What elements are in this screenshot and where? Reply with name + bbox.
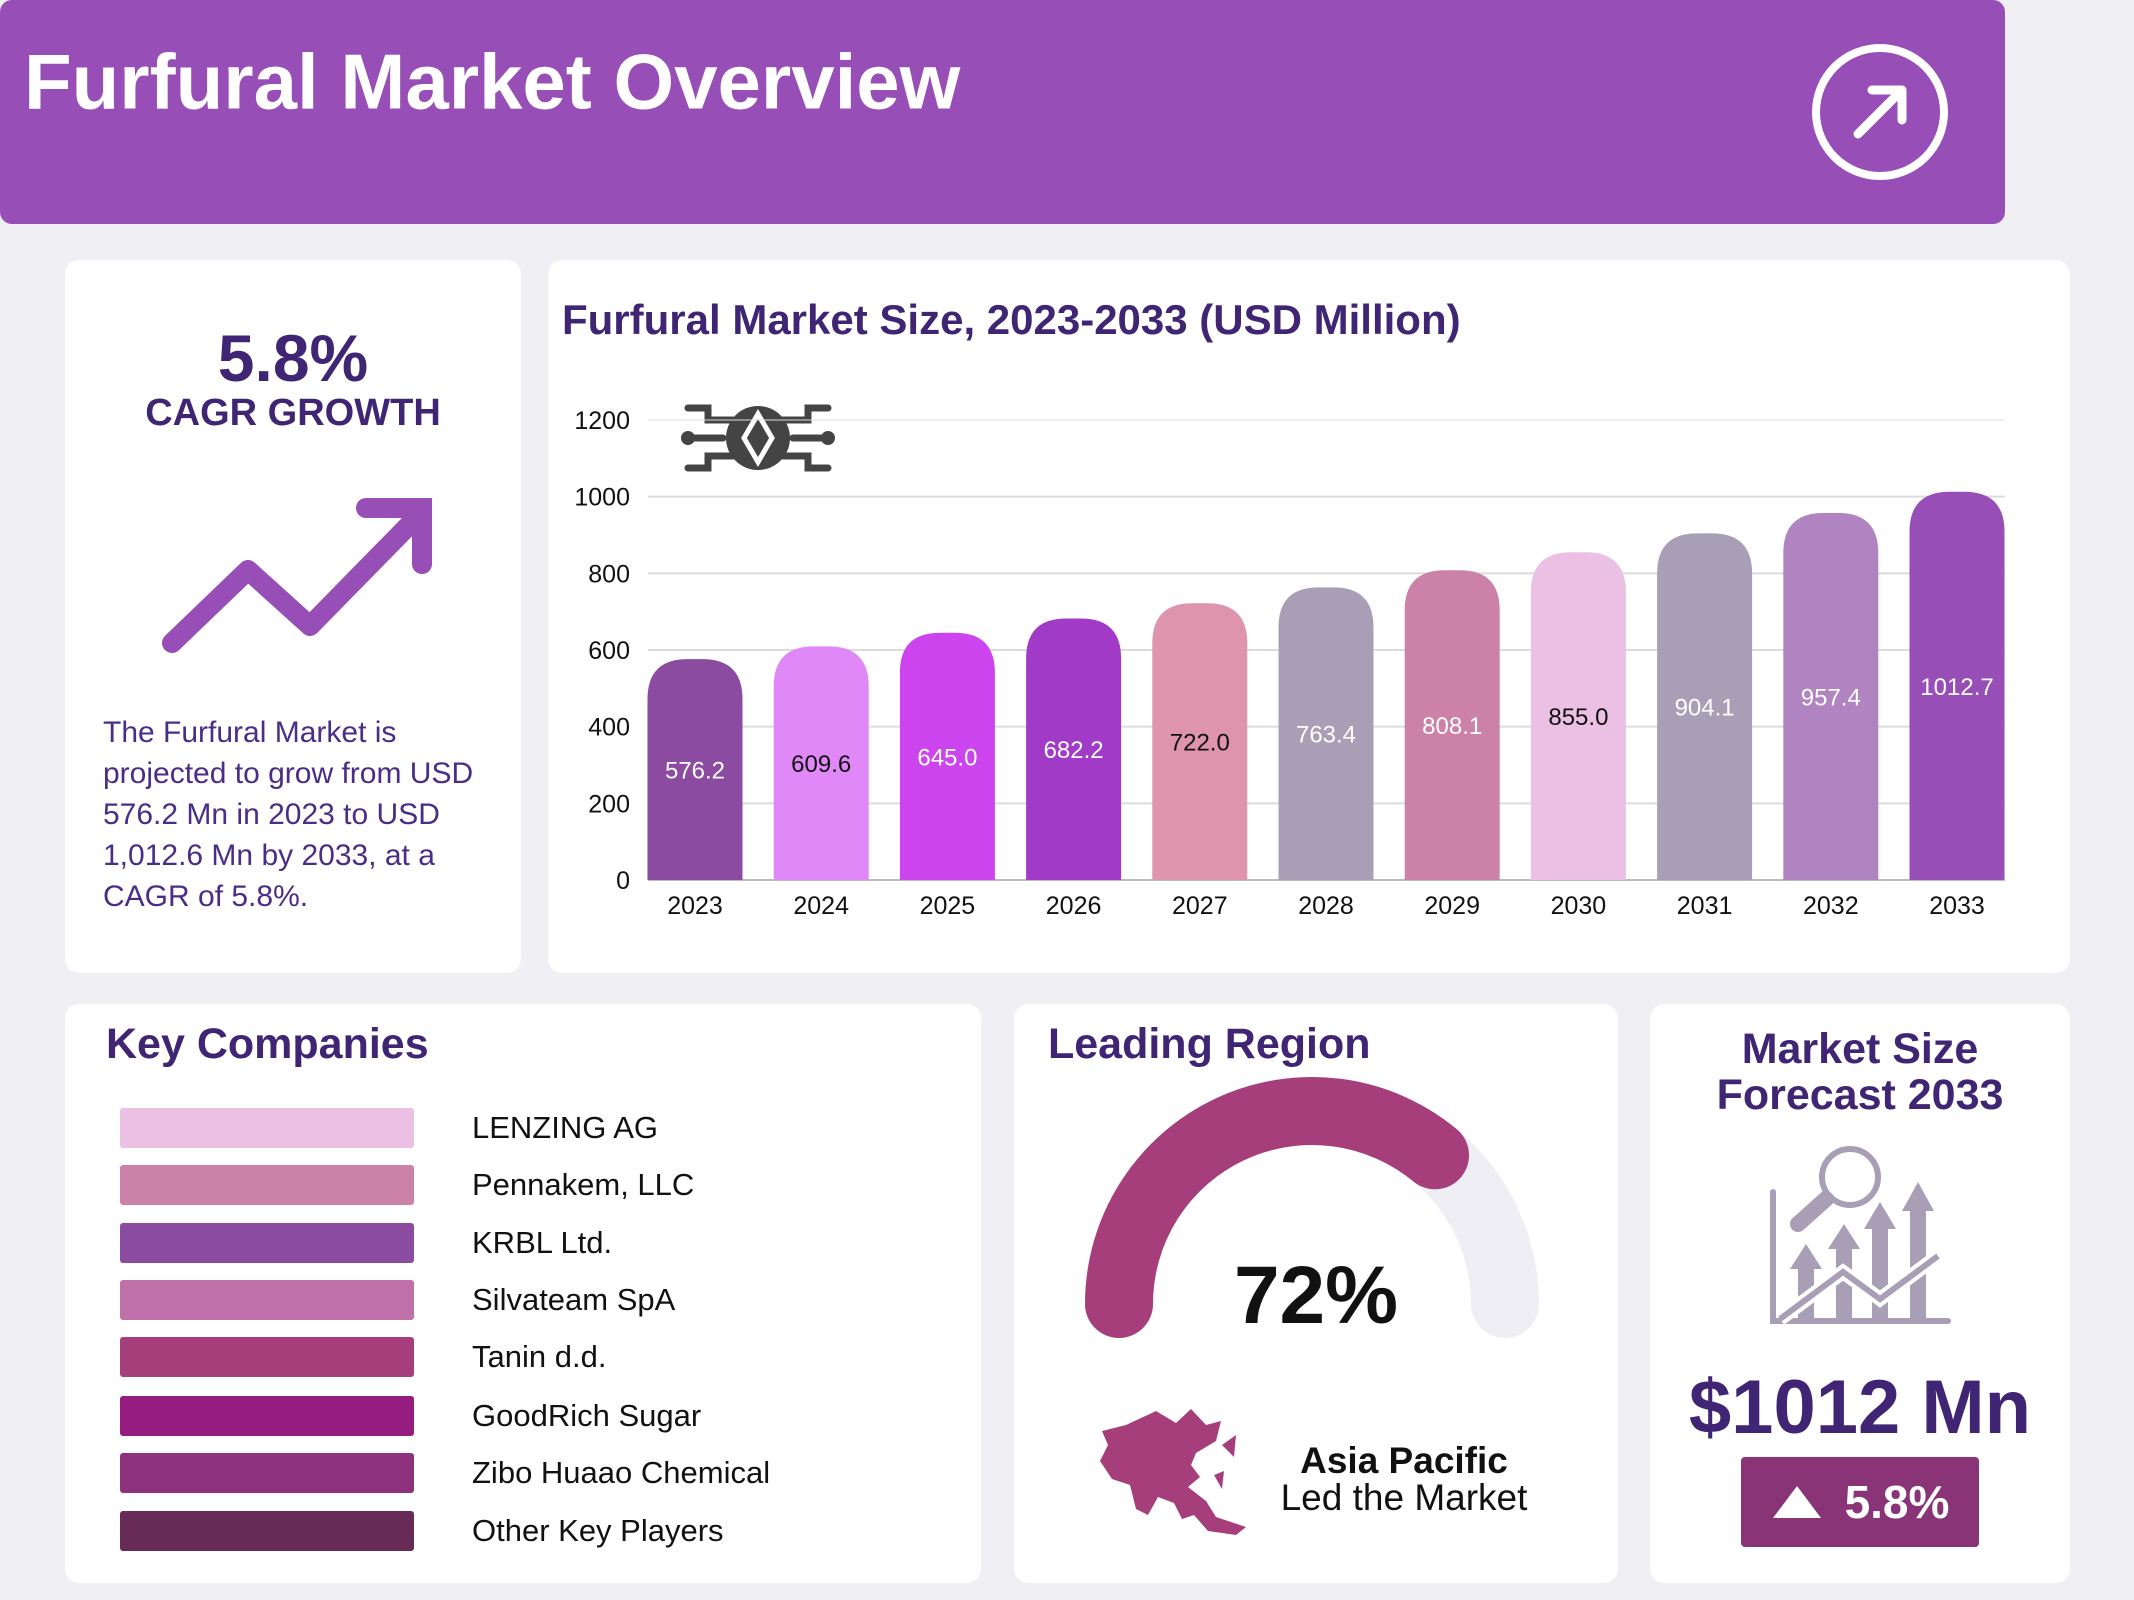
bar-2023 xyxy=(647,659,743,880)
x-tick-label: 2032 xyxy=(1803,892,1859,920)
bar-2028 xyxy=(1278,587,1374,880)
leading-region-title: Leading Region xyxy=(1048,1020,1371,1068)
company-color-swatch xyxy=(120,1511,414,1551)
region-subtitle: Led the Market xyxy=(1280,1477,1528,1518)
y-tick-label: 400 xyxy=(588,714,630,742)
x-tick-label: 2025 xyxy=(920,892,976,920)
bar-data-label: 722.0 xyxy=(1170,730,1230,757)
bar-2029 xyxy=(1404,570,1500,880)
bar-2033 xyxy=(1909,491,2005,880)
x-tick-label: 2023 xyxy=(667,892,723,920)
bar-data-label: 763.4 xyxy=(1296,722,1356,749)
company-name: LENZING AG xyxy=(472,1110,659,1145)
asia-pacific-map-icon xyxy=(1100,1409,1246,1535)
circuit-chip-icon xyxy=(681,404,835,472)
bar-data-label: 645.0 xyxy=(917,744,977,771)
chart-title: Furfural Market Size, 2023-2033 (USD Mil… xyxy=(562,296,1461,343)
x-tick-label: 2027 xyxy=(1172,892,1228,920)
y-tick-label: 1200 xyxy=(574,407,630,435)
region-name: Asia Pacific xyxy=(1300,1440,1508,1481)
bar-data-label: 576.2 xyxy=(665,758,725,785)
header-banner: Furfural Market Overview xyxy=(0,0,2005,224)
bar-2025 xyxy=(899,632,995,880)
region-share-gauge xyxy=(1085,1077,1539,1338)
bar-data-label: 957.4 xyxy=(1801,684,1861,711)
company-color-swatch xyxy=(120,1453,414,1493)
company-name: KRBL Ltd. xyxy=(472,1225,613,1260)
bar-data-label: 1012.7 xyxy=(1920,674,1993,701)
company-color-swatch xyxy=(120,1165,414,1205)
y-tick-label: 600 xyxy=(588,637,630,665)
key-companies-title: Key Companies xyxy=(106,1020,429,1068)
bar-2032 xyxy=(1783,512,1879,880)
bar-2026 xyxy=(1026,618,1122,880)
forecast-title: Market Size Forecast 2033 xyxy=(1716,1025,2004,1119)
bar-2030 xyxy=(1530,552,1626,880)
bar-data-label: 808.1 xyxy=(1422,713,1482,740)
forecast-card: Market Size Forecast 2033 $1012 Mn 5.8% xyxy=(1650,1004,2070,1583)
bar-data-label: 904.1 xyxy=(1675,695,1735,722)
bar-data-label: 609.6 xyxy=(791,751,851,778)
x-tick-label: 2024 xyxy=(793,892,849,920)
company-color-swatch xyxy=(120,1108,414,1148)
y-tick-label: 800 xyxy=(588,560,630,588)
company-name: Pennakem, LLC xyxy=(472,1167,695,1202)
x-tick-label: 2026 xyxy=(1046,892,1102,920)
x-tick-label: 2031 xyxy=(1677,892,1733,920)
bar-chart: 0 200 400 600 800 1000 1200 576.2 2023 609.6 2024 6… xyxy=(574,407,2005,920)
x-tick-label: 2029 xyxy=(1424,892,1480,920)
gauge-fill xyxy=(1085,1077,1470,1338)
y-tick-label: 1000 xyxy=(574,484,630,512)
trend-up-arrow-icon xyxy=(162,498,432,653)
page-title: Furfural Market Overview xyxy=(24,37,961,126)
key-companies-card: Key Companies LENZING AG Pennakem, LLC KRB… xyxy=(65,1004,981,1583)
company-color-swatch xyxy=(120,1223,414,1263)
bar-2027 xyxy=(1152,603,1248,880)
company-name: Silvateam SpA xyxy=(472,1282,676,1317)
growth-value: 5.8% xyxy=(1844,1476,1950,1528)
company-name: Tanin d.d. xyxy=(472,1339,607,1374)
region-share-percent: 72% xyxy=(1233,1250,1399,1341)
x-tick-label: 2028 xyxy=(1298,892,1354,920)
leading-region-card: Leading Region 72% Asia Pacific Led the … xyxy=(1014,1004,1618,1583)
market-summary-text: The Furfural Market is projected to grow… xyxy=(103,716,474,913)
forecast-value: $1012 Mn xyxy=(1688,1365,2032,1450)
x-tick-label: 2030 xyxy=(1551,892,1607,920)
company-color-swatch xyxy=(120,1280,414,1320)
company-name: Zibo Huaao Chemical xyxy=(472,1455,771,1490)
y-tick-label: 0 xyxy=(616,867,630,895)
bar-data-label: 682.2 xyxy=(1044,737,1104,764)
cagr-label: CAGR GROWTH xyxy=(145,392,441,434)
cagr-card: 5.8% CAGR GROWTH The Furfural Market is … xyxy=(65,260,521,973)
company-name: GoodRich Sugar xyxy=(472,1398,702,1433)
chart-card: Furfural Market Size, 2023-2033 (USD Mil… xyxy=(548,260,2070,973)
x-tick-label: 2033 xyxy=(1929,892,1985,920)
triangle-up-icon xyxy=(1772,1486,1821,1518)
company-color-swatch xyxy=(120,1337,414,1377)
cagr-value: 5.8% xyxy=(217,321,369,395)
company-color-swatch xyxy=(120,1396,414,1436)
company-name: Other Key Players xyxy=(472,1513,724,1548)
growth-badge: 5.8% xyxy=(1741,1457,1979,1547)
chart-magnifier-icon xyxy=(1770,1146,1951,1325)
arrow-up-right-circle-icon[interactable] xyxy=(1810,42,1950,182)
bar-2024 xyxy=(773,646,869,880)
bar-2031 xyxy=(1657,533,1753,880)
bar-data-label: 855.0 xyxy=(1548,704,1608,731)
y-tick-label: 200 xyxy=(588,790,630,818)
